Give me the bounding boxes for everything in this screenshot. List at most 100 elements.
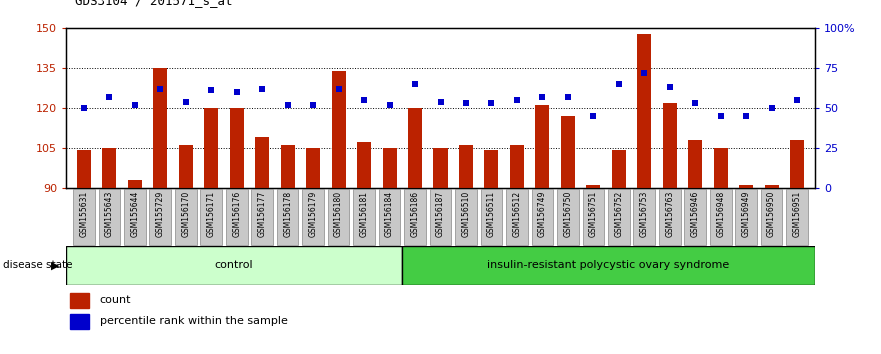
- Bar: [459, 145, 473, 188]
- Text: GSM156184: GSM156184: [385, 191, 394, 237]
- Text: GSM156763: GSM156763: [665, 191, 674, 238]
- Bar: [637, 34, 651, 188]
- FancyBboxPatch shape: [99, 189, 120, 245]
- Bar: [587, 185, 600, 188]
- Bar: [70, 314, 88, 329]
- FancyBboxPatch shape: [531, 189, 553, 245]
- Bar: [66, 246, 402, 285]
- FancyBboxPatch shape: [201, 189, 222, 245]
- Text: GSM155631: GSM155631: [79, 191, 88, 238]
- FancyBboxPatch shape: [277, 189, 299, 245]
- FancyBboxPatch shape: [455, 189, 477, 245]
- Text: GSM156749: GSM156749: [538, 191, 547, 238]
- Point: [331, 86, 345, 92]
- FancyBboxPatch shape: [430, 189, 451, 245]
- FancyBboxPatch shape: [685, 189, 706, 245]
- FancyBboxPatch shape: [251, 189, 273, 245]
- Point: [459, 101, 473, 106]
- Text: GSM156948: GSM156948: [716, 191, 725, 238]
- Point: [204, 88, 218, 93]
- Bar: [561, 116, 575, 188]
- Text: GSM156177: GSM156177: [258, 191, 267, 238]
- Bar: [433, 148, 448, 188]
- Text: disease state: disease state: [3, 261, 72, 270]
- Bar: [357, 143, 371, 188]
- Bar: [485, 150, 499, 188]
- Point: [128, 102, 142, 108]
- Text: GSM156951: GSM156951: [793, 191, 802, 238]
- Bar: [536, 105, 550, 188]
- Bar: [230, 108, 244, 188]
- Text: GDS3104 / 201571_s_at: GDS3104 / 201571_s_at: [75, 0, 233, 7]
- Text: GSM156510: GSM156510: [462, 191, 470, 238]
- FancyBboxPatch shape: [150, 189, 171, 245]
- Point: [281, 102, 295, 108]
- FancyBboxPatch shape: [659, 189, 680, 245]
- Bar: [179, 145, 193, 188]
- Text: GSM156946: GSM156946: [691, 191, 700, 238]
- Point: [714, 113, 728, 119]
- Bar: [128, 180, 142, 188]
- Point: [663, 85, 677, 90]
- FancyBboxPatch shape: [633, 189, 655, 245]
- Point: [153, 86, 167, 92]
- FancyBboxPatch shape: [582, 189, 604, 245]
- Text: GSM156179: GSM156179: [308, 191, 318, 238]
- Text: control: control: [215, 261, 253, 270]
- Point: [408, 81, 422, 87]
- FancyBboxPatch shape: [608, 189, 630, 245]
- Point: [611, 81, 626, 87]
- Bar: [714, 148, 728, 188]
- Text: GSM156187: GSM156187: [436, 191, 445, 237]
- FancyBboxPatch shape: [302, 189, 324, 245]
- Point: [179, 99, 193, 104]
- Point: [382, 102, 396, 108]
- Point: [433, 99, 448, 104]
- FancyBboxPatch shape: [328, 189, 350, 245]
- Bar: [382, 148, 396, 188]
- Point: [485, 101, 499, 106]
- Point: [688, 101, 702, 106]
- Bar: [281, 145, 294, 188]
- Text: GSM156170: GSM156170: [181, 191, 190, 238]
- FancyBboxPatch shape: [226, 189, 248, 245]
- FancyBboxPatch shape: [404, 189, 426, 245]
- Text: GSM156181: GSM156181: [359, 191, 368, 237]
- Bar: [102, 148, 116, 188]
- FancyBboxPatch shape: [557, 189, 579, 245]
- Bar: [70, 293, 88, 308]
- Text: GSM155644: GSM155644: [130, 191, 139, 238]
- Text: insulin-resistant polycystic ovary syndrome: insulin-resistant polycystic ovary syndr…: [487, 261, 729, 270]
- Point: [77, 105, 91, 111]
- Bar: [765, 185, 779, 188]
- Text: GSM156949: GSM156949: [742, 191, 751, 238]
- Text: GSM156950: GSM156950: [767, 191, 776, 238]
- Bar: [611, 150, 626, 188]
- Point: [790, 97, 804, 103]
- FancyBboxPatch shape: [73, 189, 95, 245]
- Text: GSM156511: GSM156511: [487, 191, 496, 237]
- Point: [102, 94, 116, 100]
- Point: [637, 70, 651, 76]
- Point: [255, 86, 270, 92]
- FancyBboxPatch shape: [379, 189, 400, 245]
- Bar: [688, 140, 702, 188]
- Text: GSM156512: GSM156512: [513, 191, 522, 237]
- Point: [230, 89, 244, 95]
- Point: [586, 113, 600, 119]
- Text: GSM155643: GSM155643: [105, 191, 114, 238]
- Bar: [153, 68, 167, 188]
- Text: GSM156750: GSM156750: [563, 191, 573, 238]
- Text: GSM156178: GSM156178: [283, 191, 292, 237]
- Text: GSM156180: GSM156180: [334, 191, 343, 237]
- FancyBboxPatch shape: [124, 189, 145, 245]
- Point: [536, 94, 550, 100]
- FancyBboxPatch shape: [353, 189, 375, 245]
- FancyBboxPatch shape: [506, 189, 528, 245]
- Text: GSM155729: GSM155729: [156, 191, 165, 238]
- Bar: [510, 145, 524, 188]
- Text: GSM156751: GSM156751: [589, 191, 598, 238]
- FancyBboxPatch shape: [786, 189, 808, 245]
- FancyBboxPatch shape: [175, 189, 196, 245]
- Text: count: count: [100, 295, 131, 305]
